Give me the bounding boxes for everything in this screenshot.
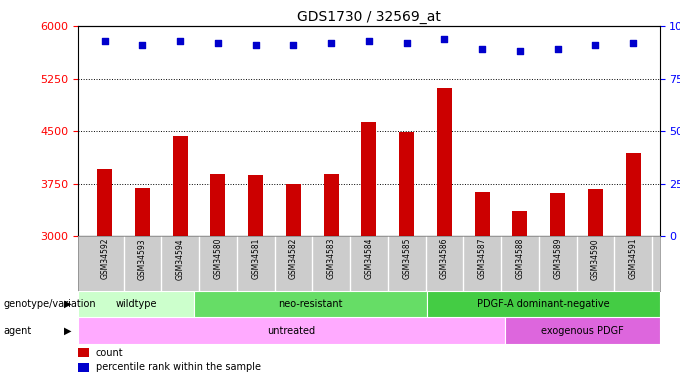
Bar bbox=[194, 291, 427, 317]
Text: GSM34594: GSM34594 bbox=[175, 238, 185, 279]
Bar bbox=[286, 184, 301, 236]
Text: GSM34586: GSM34586 bbox=[440, 238, 449, 279]
Text: GSM34581: GSM34581 bbox=[251, 238, 260, 279]
Bar bbox=[399, 132, 414, 236]
Bar bbox=[475, 192, 490, 236]
Text: genotype/variation: genotype/variation bbox=[3, 299, 96, 309]
Bar bbox=[588, 189, 603, 236]
Bar bbox=[550, 193, 565, 236]
Text: GSM34580: GSM34580 bbox=[214, 238, 222, 279]
Text: GSM34588: GSM34588 bbox=[515, 238, 524, 279]
Point bbox=[137, 42, 148, 48]
Bar bbox=[173, 136, 188, 236]
Text: agent: agent bbox=[3, 326, 32, 336]
Bar bbox=[135, 188, 150, 236]
Bar bbox=[512, 211, 528, 236]
Text: ▶: ▶ bbox=[64, 299, 71, 309]
Bar bbox=[626, 153, 641, 236]
Point bbox=[439, 36, 450, 42]
Point bbox=[326, 40, 337, 46]
Text: GSM34593: GSM34593 bbox=[138, 238, 147, 279]
Text: neo-resistant: neo-resistant bbox=[279, 299, 343, 309]
Bar bbox=[210, 174, 226, 236]
Bar bbox=[78, 348, 88, 357]
Bar bbox=[361, 122, 377, 236]
Point bbox=[250, 42, 261, 48]
Bar bbox=[78, 363, 88, 372]
Point bbox=[175, 38, 186, 44]
Point bbox=[477, 46, 488, 53]
Bar bbox=[324, 174, 339, 236]
Text: exogenous PDGF: exogenous PDGF bbox=[541, 326, 624, 336]
Text: GSM34582: GSM34582 bbox=[289, 238, 298, 279]
Text: GSM34590: GSM34590 bbox=[591, 238, 600, 279]
Bar bbox=[505, 317, 660, 344]
Bar bbox=[437, 88, 452, 236]
Point bbox=[99, 38, 110, 44]
Point bbox=[628, 40, 639, 46]
Text: GSM34587: GSM34587 bbox=[477, 238, 487, 279]
Point bbox=[552, 46, 563, 53]
Text: count: count bbox=[96, 348, 123, 357]
Point bbox=[212, 40, 223, 46]
Bar bbox=[78, 317, 505, 344]
Point bbox=[364, 38, 375, 44]
Text: percentile rank within the sample: percentile rank within the sample bbox=[96, 362, 260, 372]
Text: GSM34589: GSM34589 bbox=[553, 238, 562, 279]
Bar bbox=[427, 291, 660, 317]
Text: GSM34591: GSM34591 bbox=[629, 238, 638, 279]
Bar bbox=[78, 291, 194, 317]
Text: GSM34584: GSM34584 bbox=[364, 238, 373, 279]
Point bbox=[590, 42, 601, 48]
Point bbox=[515, 48, 526, 54]
Text: GSM34592: GSM34592 bbox=[100, 238, 109, 279]
Bar bbox=[248, 176, 263, 236]
Text: GSM34583: GSM34583 bbox=[326, 238, 336, 279]
Bar bbox=[97, 169, 112, 236]
Point bbox=[288, 42, 299, 48]
Text: wildtype: wildtype bbox=[116, 299, 157, 309]
Text: untreated: untreated bbox=[267, 326, 316, 336]
Point bbox=[401, 40, 412, 46]
Text: PDGF-A dominant-negative: PDGF-A dominant-negative bbox=[477, 299, 610, 309]
Title: GDS1730 / 32569_at: GDS1730 / 32569_at bbox=[297, 10, 441, 24]
Text: ▶: ▶ bbox=[64, 326, 71, 336]
Text: GSM34585: GSM34585 bbox=[402, 238, 411, 279]
